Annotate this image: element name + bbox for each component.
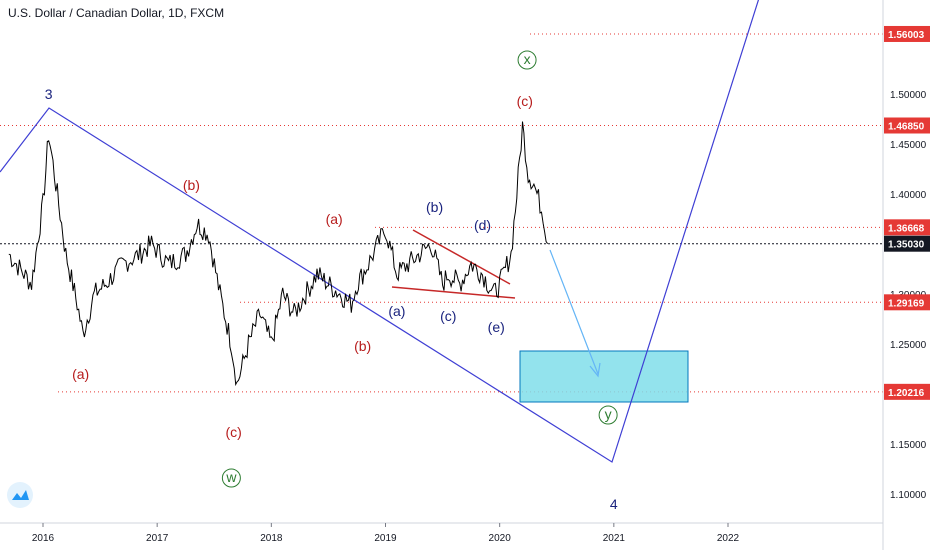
wave-label: (a) (388, 303, 405, 319)
price-tag-label: 1.56003 (888, 30, 925, 41)
price-series (8, 121, 549, 387)
wave-label: (c) (440, 308, 456, 324)
wave-path-line[interactable] (0, 0, 760, 463)
wave-labels: 3 (a) (b) (c) w (a) (b) (a) (b) (c) (d) (e) (c) x y 4 (45, 50, 618, 512)
wave-label: (b) (354, 338, 371, 354)
x-axis: 2016 2017 2018 2019 2020 2021 2022 (32, 523, 740, 544)
wave-label: 3 (45, 86, 53, 102)
triangle-upper-line[interactable] (412, 229, 511, 285)
price-tag[interactable] (884, 383, 930, 400)
price-tag[interactable] (884, 117, 930, 134)
price-tag-label: 1.36668 (888, 223, 925, 234)
wave-label-circle (517, 50, 537, 70)
y-tick-label: 1.45000 (890, 140, 927, 151)
price-level-lines (0, 33, 883, 393)
price-tag-label: 1.35030 (888, 240, 925, 251)
wave-label: 4 (610, 496, 618, 512)
price-tag[interactable] (884, 294, 930, 311)
price-line[interactable] (8, 121, 549, 387)
projection-arrow[interactable] (549, 249, 599, 375)
wave-label: (c) (225, 424, 241, 440)
price-tag[interactable] (884, 25, 930, 42)
wave-label: w (225, 469, 237, 485)
wave-label: (c) (517, 93, 533, 109)
x-tick-label: 2021 (603, 533, 626, 544)
x-tick-label: 2018 (260, 533, 283, 544)
price-tag-label: 1.20216 (888, 388, 925, 399)
wave-label: (b) (426, 199, 443, 215)
arrow-head-icon (589, 362, 601, 378)
tradingview-logo[interactable] (7, 482, 33, 508)
target-box[interactable] (519, 350, 689, 403)
wave-label: (a) (326, 211, 343, 227)
y-tick-label: 1.50000 (890, 90, 927, 101)
chart-title: U.S. Dollar / Canadian Dollar, 1D, FXCM (8, 6, 224, 20)
price-tag[interactable] (884, 219, 930, 236)
y-tick-label: 1.15000 (890, 440, 927, 451)
x-tick-label: 2022 (717, 533, 740, 544)
wave-label: x (524, 51, 531, 67)
x-tick-label: 2016 (32, 533, 55, 544)
wave-label: (a) (72, 366, 89, 382)
y-tick-label: 1.10000 (890, 490, 927, 501)
wave-label: y (605, 406, 612, 422)
wave-label-circle (221, 468, 241, 488)
x-tick-label: 2017 (146, 533, 169, 544)
y-tick-label: 1.25000 (890, 340, 927, 351)
wave-projection (0, 0, 760, 463)
triangle-lower-line[interactable] (391, 286, 516, 299)
y-tick-label: 1.40000 (890, 190, 927, 201)
price-tag-label: 1.29169 (888, 298, 925, 309)
price-tag-label: 1.46850 (888, 122, 925, 133)
wave-label: (d) (474, 217, 491, 233)
wave-label-circle (598, 405, 618, 425)
price-tag[interactable] (884, 235, 930, 252)
price-labels: 1.56003 1.46850 1.36668 1.35030 1.29169 1.202… (884, 25, 930, 400)
wave-label: (e) (488, 319, 505, 335)
wave-label: (b) (183, 177, 200, 193)
x-tick-label: 2020 (489, 533, 512, 544)
target-zone (519, 350, 689, 403)
x-tick-label: 2019 (374, 533, 397, 544)
